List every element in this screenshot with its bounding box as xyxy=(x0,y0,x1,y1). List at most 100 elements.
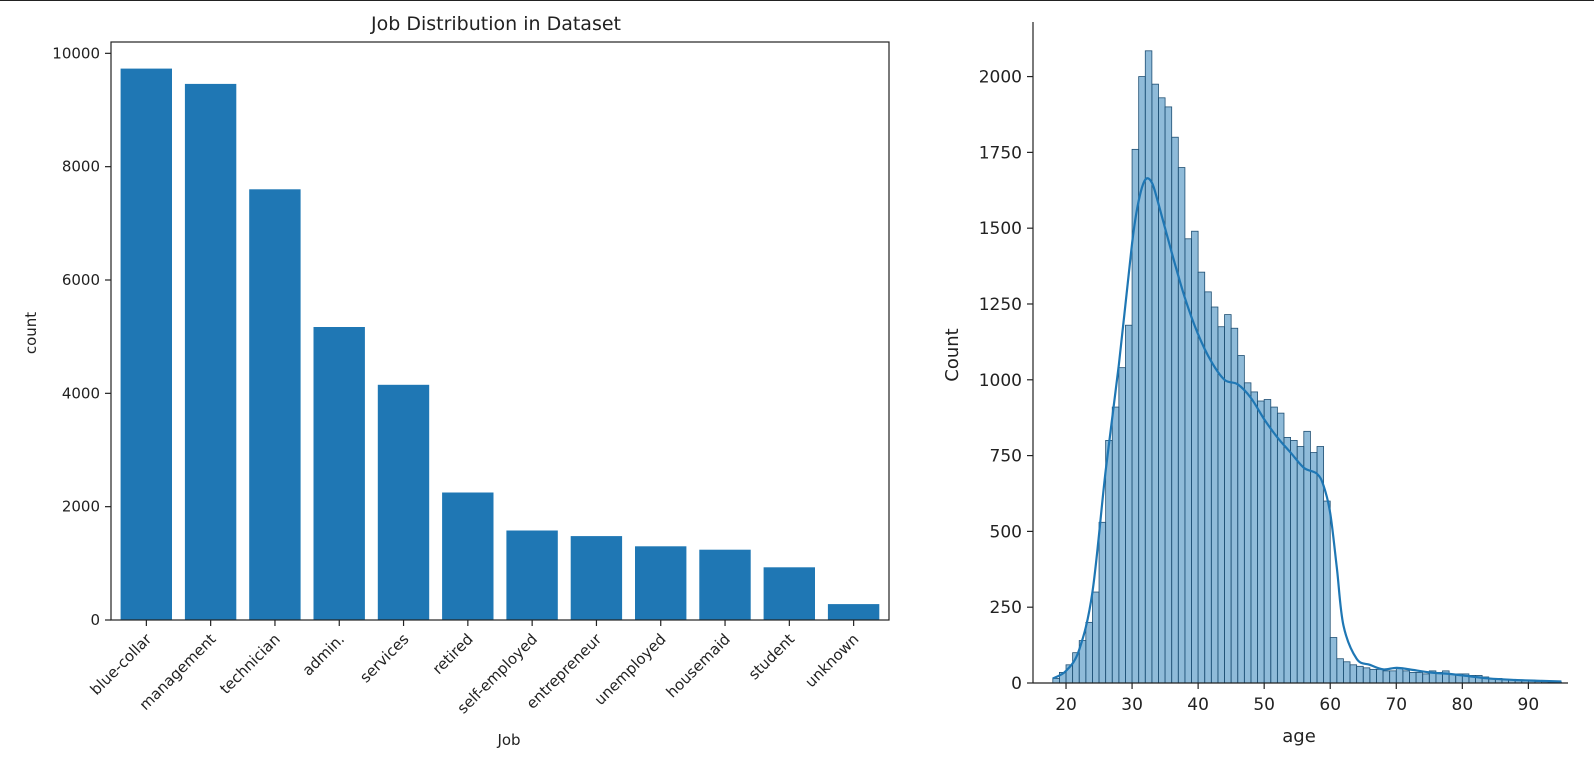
bar-housemaid xyxy=(699,549,751,620)
hist-x-axis-label: age xyxy=(1282,726,1316,747)
hist-y-tick-label: 1250 xyxy=(979,295,1022,315)
kde-curve xyxy=(1052,177,1562,683)
histogram-bin xyxy=(1336,658,1344,684)
histogram-bin xyxy=(1092,591,1100,684)
hist-x-tick-label: 30 xyxy=(1121,695,1143,715)
histogram-bin xyxy=(1343,661,1351,684)
histogram-bin xyxy=(1402,670,1410,684)
histogram-bin xyxy=(1422,673,1430,684)
bar-technician xyxy=(249,189,301,621)
histogram-bin xyxy=(1356,665,1364,684)
bar-y-tick-label: 6000 xyxy=(62,271,100,289)
bar-y-axis-label: count xyxy=(22,312,40,354)
histogram-bin xyxy=(1144,50,1153,684)
histogram-bin xyxy=(1409,671,1417,684)
hist-y-tick-label: 1500 xyxy=(979,219,1022,239)
histogram-bars xyxy=(1052,50,1562,684)
histogram-bin xyxy=(1362,667,1371,684)
hist-y-tick-label: 500 xyxy=(990,522,1022,542)
bar-services xyxy=(377,384,430,620)
histogram-bin xyxy=(1369,668,1377,684)
bar-x-tick-label: blue-collar xyxy=(87,630,156,699)
hist-y-tick-label: 250 xyxy=(990,598,1022,618)
bar-x-tick-label: retired xyxy=(429,630,477,678)
hist-x-axis: 20 30 40 50 60 70 80 90 xyxy=(1055,683,1539,715)
bar-x-tick-label: housemaid xyxy=(663,630,734,701)
hist-y-tick-label: 0 xyxy=(1011,674,1022,694)
histogram-bin xyxy=(1283,436,1291,684)
age-histogram-chart: 0 250 500 750 1000 1250 1500 1750 2000 20 30 40 50 6… xyxy=(942,22,1568,747)
histogram-bin xyxy=(1098,521,1107,684)
bar-blue-collar xyxy=(120,68,172,621)
hist-y-axis: 0 250 500 750 1000 1250 1500 1750 2000 xyxy=(979,68,1033,694)
histogram-bin xyxy=(1111,406,1120,684)
hist-x-tick-label: 90 xyxy=(1518,695,1540,715)
bar-unemployed xyxy=(635,546,687,620)
histogram-bin xyxy=(1395,667,1404,684)
histogram-bin xyxy=(1237,355,1245,684)
histogram-bin xyxy=(1118,367,1126,684)
hist-y-tick-label: 2000 xyxy=(979,68,1022,88)
histogram-bin xyxy=(1290,440,1298,684)
bar-unknown xyxy=(827,604,880,620)
hist-y-tick-label: 1000 xyxy=(979,371,1022,391)
hist-x-tick-label: 20 xyxy=(1055,695,1077,715)
top-border-line xyxy=(0,0,1594,1)
histogram-bin xyxy=(1243,382,1252,684)
bar-entrepreneur xyxy=(570,536,623,620)
histogram-bin xyxy=(1158,97,1166,684)
histogram-bin xyxy=(1329,637,1338,684)
hist-x-tick-label: 40 xyxy=(1187,695,1209,715)
histogram-bin xyxy=(1197,271,1206,684)
hist-y-axis-label: Count xyxy=(942,328,963,381)
histogram-bin xyxy=(1389,670,1397,684)
bar-y-axis: 0 2000 4000 6000 8000 10000 xyxy=(52,44,111,629)
chart-title: Job Distribution in Dataset xyxy=(370,13,621,35)
bar-admin. xyxy=(313,327,365,620)
bar-x-tick-label: unknown xyxy=(801,630,862,691)
bar-x-axis-label: Job xyxy=(496,731,520,749)
histogram-bin xyxy=(1151,83,1159,684)
histogram-bin xyxy=(1250,391,1258,684)
histogram-bin xyxy=(1323,500,1331,684)
histogram-bin xyxy=(1138,76,1146,684)
bar-retired xyxy=(442,492,494,620)
hist-y-tick-label: 1750 xyxy=(979,143,1022,163)
bar-y-tick-label: 0 xyxy=(90,611,100,629)
histogram-bin xyxy=(1177,167,1186,684)
histogram-bin xyxy=(1310,452,1318,684)
bar-y-tick-label: 10000 xyxy=(52,44,100,62)
bar-x-tick-label: admin. xyxy=(299,630,348,679)
bar-self-employed xyxy=(506,530,558,620)
hist-x-tick-label: 50 xyxy=(1253,695,1275,715)
hist-x-tick-label: 80 xyxy=(1452,695,1474,715)
hist-x-tick-label: 70 xyxy=(1385,695,1407,715)
histogram-bin xyxy=(1276,412,1285,684)
histogram-bin xyxy=(1349,664,1358,684)
bar-y-tick-label: 8000 xyxy=(62,158,100,176)
histogram-bin xyxy=(1415,671,1424,684)
histogram-bin xyxy=(1382,670,1391,684)
histogram-bin xyxy=(1105,440,1113,684)
bar-student xyxy=(763,567,815,620)
histogram-bin xyxy=(1296,446,1305,684)
bar-y-tick-label: 2000 xyxy=(62,498,100,516)
histogram-bin xyxy=(1263,399,1272,684)
histogram-bin xyxy=(1164,106,1173,684)
bar-x-tick-label: services xyxy=(356,630,412,686)
histogram-bin xyxy=(1376,668,1384,684)
histogram-bin xyxy=(1257,400,1265,684)
hist-y-tick-label: 750 xyxy=(990,447,1022,467)
bar-plot-frame xyxy=(110,41,890,621)
bar-y-tick-label: 4000 xyxy=(62,384,100,402)
bar-management xyxy=(184,83,237,620)
bar-x-tick-label: technician xyxy=(216,630,284,698)
hist-x-tick-label: 60 xyxy=(1319,695,1341,715)
bar-x-tick-label: student xyxy=(745,630,798,683)
histogram-bin xyxy=(1191,230,1199,684)
histogram-bin xyxy=(1171,136,1179,684)
job-distribution-chart: Job Distribution in Dataset 0 2000 4000 600… xyxy=(22,13,890,749)
histogram-bin xyxy=(1224,314,1232,684)
